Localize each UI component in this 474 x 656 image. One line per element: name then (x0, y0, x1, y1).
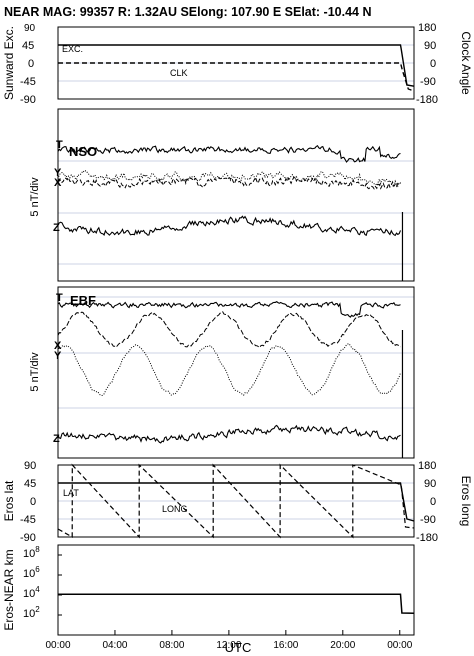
sunward-panel: 90 45 0 -45 -90 180 90 0 -90 -180 Sunwar… (2, 22, 473, 106)
nso-panel-label: NSO (69, 144, 97, 159)
ebf-t-trace (57, 301, 401, 318)
eros-ylabel-right: Eros long (459, 476, 473, 527)
nso-trace-label-z: Z (53, 222, 60, 234)
nso-ylabel: 5 nT/div (29, 177, 41, 217)
sunward-left-tick: 45 (22, 40, 34, 52)
distance-tick-label: 102 (23, 605, 40, 620)
ebf-series (57, 301, 404, 458)
nso-x-trace (57, 176, 401, 190)
distance-tick-label: 108 (23, 545, 40, 560)
lat-series-label: LAT (63, 488, 79, 498)
ebf-trace-label-x: X (54, 340, 62, 352)
x-tick-label: 20:00 (330, 640, 355, 651)
exc-series-label: EXC. (62, 44, 83, 54)
sunward-right-tick: 0 (430, 58, 436, 70)
ebf-trace-label-y: Y (54, 350, 62, 362)
distance-line (58, 593, 415, 614)
distance-panel: 108 106 104 102 Eros-NEAR km 00:00 04:00 0… (2, 544, 415, 655)
x-axis-label: UTC (225, 640, 252, 655)
distance-series (58, 554, 415, 616)
ebf-panel-label: EBF (70, 293, 96, 308)
svg-text:104: 104 (23, 585, 40, 600)
svg-text:108: 108 (23, 545, 40, 560)
eros-right-tick: -90 (420, 514, 436, 526)
eros-right-tick: 180 (418, 460, 436, 472)
x-tick-label: 04:00 (102, 640, 127, 651)
nso-trace-label-y: Y (54, 167, 62, 179)
sunward-ylabel-left: Sunward Exc. (2, 26, 16, 100)
x-tick-label: 00:00 (387, 640, 412, 651)
eros-left-tick: -45 (20, 514, 36, 526)
nso-z-trace (57, 215, 402, 237)
eros-ylabel-left: Eros lat (2, 480, 16, 521)
sunward-right-tick: 180 (418, 22, 436, 34)
svg-text:106: 106 (23, 565, 40, 580)
x-tick-label: 00:00 (45, 640, 70, 651)
clk-series-label: CLK (170, 68, 188, 78)
distance-frame (57, 544, 415, 636)
eros-right-tick: -180 (416, 532, 438, 544)
sunward-ylabel-right: Clock Angle (459, 31, 473, 95)
distance-ylabel: Eros-NEAR km (2, 549, 16, 630)
ebf-trace-label-z: Z (53, 433, 60, 445)
nso-panel: NSO T Y X Z 5 nT/div (29, 108, 415, 282)
ebf-x-trace (57, 311, 401, 349)
ebf-y-trace (57, 343, 401, 397)
ebf-panel: EBF T X Y Z 5 nT/div (29, 286, 415, 459)
svg-text:102: 102 (23, 605, 40, 620)
nso-series (57, 144, 404, 281)
eros-series (57, 463, 415, 539)
distance-tick-label: 106 (23, 565, 40, 580)
eros-right-tick: 90 (424, 478, 436, 490)
nso-trace-label-t: T (56, 139, 63, 151)
distance-tick-label: 104 (23, 585, 40, 600)
long-line (57, 463, 415, 539)
ebf-z-trace (57, 424, 401, 444)
eros-frame (57, 464, 415, 538)
x-axis: 00:00 04:00 08:00 12:00 16:00 20:00 00:00 (45, 630, 413, 651)
sunward-left-tick-top: 90 (24, 23, 36, 34)
sunward-series (58, 44, 415, 92)
eros-left-tick: -90 (20, 532, 36, 544)
ebf-frame (57, 286, 415, 459)
eros-right-tick: 0 (430, 496, 436, 508)
nso-t-trace (57, 144, 401, 163)
sunward-right-tick: 90 (424, 40, 436, 52)
eros-left-tick: 90 (24, 460, 36, 472)
x-tick-label: 08:00 (159, 640, 184, 651)
exc-line (58, 44, 415, 87)
nso-frame (57, 108, 415, 282)
eros-panel: 90 45 0 -45 -90 180 90 0 -90 -180 Eros l… (2, 460, 473, 544)
nso-trace-label-x: X (54, 177, 62, 189)
eros-left-tick: 0 (30, 496, 36, 508)
x-tick-label: 16:00 (273, 640, 298, 651)
sunward-left-tick: 0 (28, 58, 34, 70)
sunward-frame (57, 26, 415, 100)
figure-title: NEAR MAG: 99357 R: 1.32AU SElong: 107.90… (4, 5, 372, 19)
eros-left-tick: 45 (24, 478, 36, 490)
ebf-trace-label-t: T (56, 292, 63, 304)
sunward-right-tick: -180 (416, 94, 438, 106)
x-tick-label: 12:00 (216, 640, 241, 651)
sunward-right-tick: -90 (420, 76, 436, 88)
long-series-label: LONG (162, 504, 188, 514)
sunward-left-tick: -45 (20, 76, 36, 88)
sunward-left-tick: -90 (20, 94, 36, 106)
clk-line (58, 62, 415, 92)
ebf-ylabel: 5 nT/div (29, 352, 41, 392)
